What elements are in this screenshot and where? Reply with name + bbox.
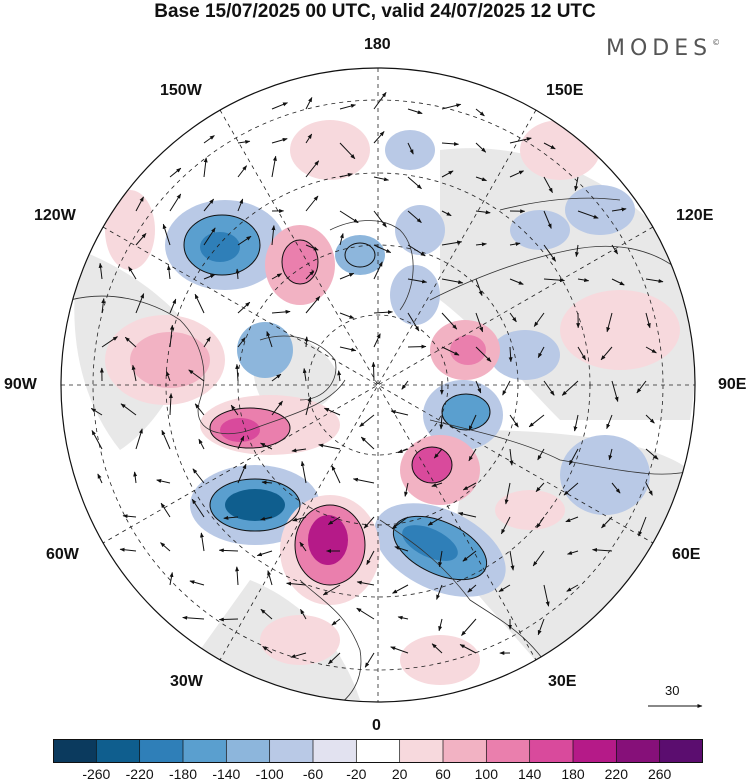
wind-arrow [373, 362, 374, 381]
colorbar-swatch [573, 739, 617, 763]
lon-label-150e: 150E [546, 82, 583, 100]
colorbar-tick-label: 60 [435, 766, 451, 782]
wind-arrow [408, 347, 426, 348]
lon-label-60e: 60E [672, 546, 700, 564]
colorbar-tick-label: -100 [256, 766, 284, 782]
colorbar-tick-label: -180 [169, 766, 197, 782]
colorbar-tick-label: 20 [392, 766, 408, 782]
colorbar-tick-label: -260 [82, 766, 110, 782]
lon-label-90e: 90E [718, 376, 746, 394]
lon-label-90w: 90W [4, 376, 37, 394]
colorbar-tick-label: 100 [475, 766, 498, 782]
colorbar-swatch [53, 739, 97, 763]
lon-label-60w: 60W [46, 546, 79, 564]
wind-arrow [219, 619, 238, 620]
colorbar-swatch [183, 739, 227, 763]
lon-label-30e: 30E [548, 673, 576, 691]
colorbar-tick-label: 180 [561, 766, 584, 782]
lon-label-30w: 30W [170, 673, 203, 691]
colorbar-labels: -260 -220 -180 -140 -100 -60 -20 20 60 100 140 180 2… [0, 766, 750, 784]
lon-label-0: 0 [372, 717, 381, 735]
colorbar-tick-label: 220 [605, 766, 628, 782]
lon-label-120e: 120E [676, 207, 713, 225]
colorbar [53, 739, 703, 763]
colorbar-tick-label: -220 [126, 766, 154, 782]
colorbar-swatch [400, 739, 444, 763]
colorbar-swatch [140, 739, 184, 763]
reference-vector-label: 30 [665, 683, 679, 698]
colorbar-tick-label: 260 [648, 766, 671, 782]
colorbar-swatch [616, 739, 660, 763]
colorbar-swatch [356, 739, 400, 763]
colorbar-swatch [270, 739, 314, 763]
anomaly-field [61, 68, 696, 710]
colorbar-tick-label: 140 [518, 766, 541, 782]
colorbar-swatch [313, 739, 357, 763]
lon-label-120w: 120W [34, 207, 76, 225]
colorbar-swatch [443, 739, 487, 763]
colorbar-swatch [96, 739, 140, 763]
colorbar-swatch [530, 739, 574, 763]
colorbar-tick-label: -140 [212, 766, 240, 782]
lon-label-150w: 150W [160, 82, 202, 100]
lon-label-180: 180 [364, 36, 391, 54]
colorbar-swatch [660, 739, 703, 763]
colorbar-swatch [226, 739, 270, 763]
colorbar-swatch [486, 739, 530, 763]
colorbar-tick-label: -60 [303, 766, 323, 782]
colorbar-tick-label: -20 [346, 766, 366, 782]
